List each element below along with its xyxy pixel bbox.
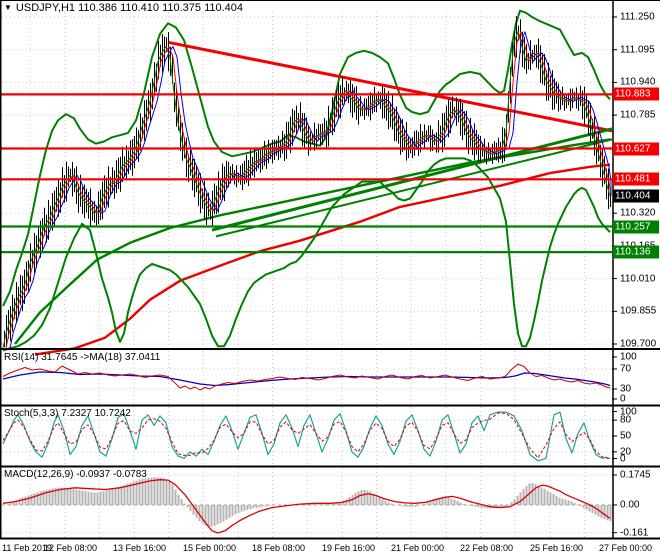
price-axis-label[interactable]: 111.250 [620,11,655,23]
price-axis-label[interactable]: 110.320 [620,207,656,219]
price-axis-label[interactable]: 109.700 [620,338,657,350]
time-axis-label[interactable]: 27 Feb 00:00 [598,543,652,553]
stoch-indicator-label: Stoch(5,3,3) 7.2327 10.7242 [4,408,131,419]
time-axis-label[interactable]: 21 Feb 00:00 [390,543,444,553]
macd-axis-label[interactable]: 0.1745 [620,469,651,481]
price-level-badge: 110.883 [613,87,659,101]
rsi-line [2,363,611,391]
stoch-axis-label[interactable]: 100 [620,406,637,417]
rsi-axis-label[interactable]: 30 [620,383,632,395]
time-axis-label[interactable]: 15 Feb 00:00 [182,543,236,553]
price-level-badge: 110.136 [613,245,659,259]
symbol-dropdown-icon[interactable]: ▼ [4,3,12,12]
stoch-axis-label[interactable]: 50 [620,430,632,442]
price-axis-label[interactable]: 110.785 [620,109,656,121]
macd-signal-line [2,479,611,534]
fast-ma-2 [5,31,612,349]
stoch-k-line [2,411,611,462]
trendline-3 [215,138,613,238]
time-axis-label[interactable]: 11 Feb 2019 [2,543,52,553]
chart-title-bar: ▼ USDJPY,H1 110.386 110.410 110.375 110.4… [4,2,243,14]
stoch-axis-label[interactable]: 0 [620,453,626,464]
stoch-d-line [2,412,611,459]
rsi-axis-label[interactable]: 0 [620,393,626,405]
price-axis-label[interactable]: 110.010 [620,273,656,285]
price-level-badge: 110.257 [613,220,659,233]
time-axis-label[interactable]: 19 Feb 16:00 [321,543,375,553]
time-axis-label[interactable]: 25 Feb 16:00 [529,543,583,553]
rsi-axis-label[interactable]: 70 [620,363,632,375]
stoch-axis-label[interactable]: 20 [620,446,632,458]
current-price-badge: 110.404 [613,189,659,202]
time-axis-label[interactable]: 13 Feb 16:00 [112,543,166,553]
price-level-badge: 110.627 [613,142,659,155]
price-axis-label[interactable]: 109.855 [620,305,657,317]
macd-indicator-label: MACD(12,26,9) -0.0937 -0.0783 [4,469,147,480]
macd-axis-label[interactable]: -0.161 [620,527,649,539]
rsi-axis-label[interactable]: 100 [620,351,637,363]
fast-ma-1 [2,31,611,349]
fast-ma-3 [9,31,612,349]
stoch-axis-label[interactable]: 80 [620,414,632,426]
price-axis-label[interactable]: 110.940 [620,76,656,88]
time-axis-label[interactable]: 12 Feb 08:00 [43,543,97,553]
price-level-badge: 110.481 [613,172,659,186]
price-axis-label[interactable]: 111.095 [620,44,655,56]
time-axis-label[interactable]: 18 Feb 08:00 [251,543,305,553]
trendline-1 [167,40,613,133]
rsi-indicator-label: RSI(14) 31.7645 ->MA(18) 37.0411 [4,352,161,363]
time-axis-label[interactable]: 22 Feb 08:00 [459,543,513,553]
chart-title: USDJPY,H1 110.386 110.410 110.375 110.40… [15,2,244,14]
bollinger-lower-band [2,157,611,352]
macd-axis-label[interactable]: 0.00 [620,499,640,511]
